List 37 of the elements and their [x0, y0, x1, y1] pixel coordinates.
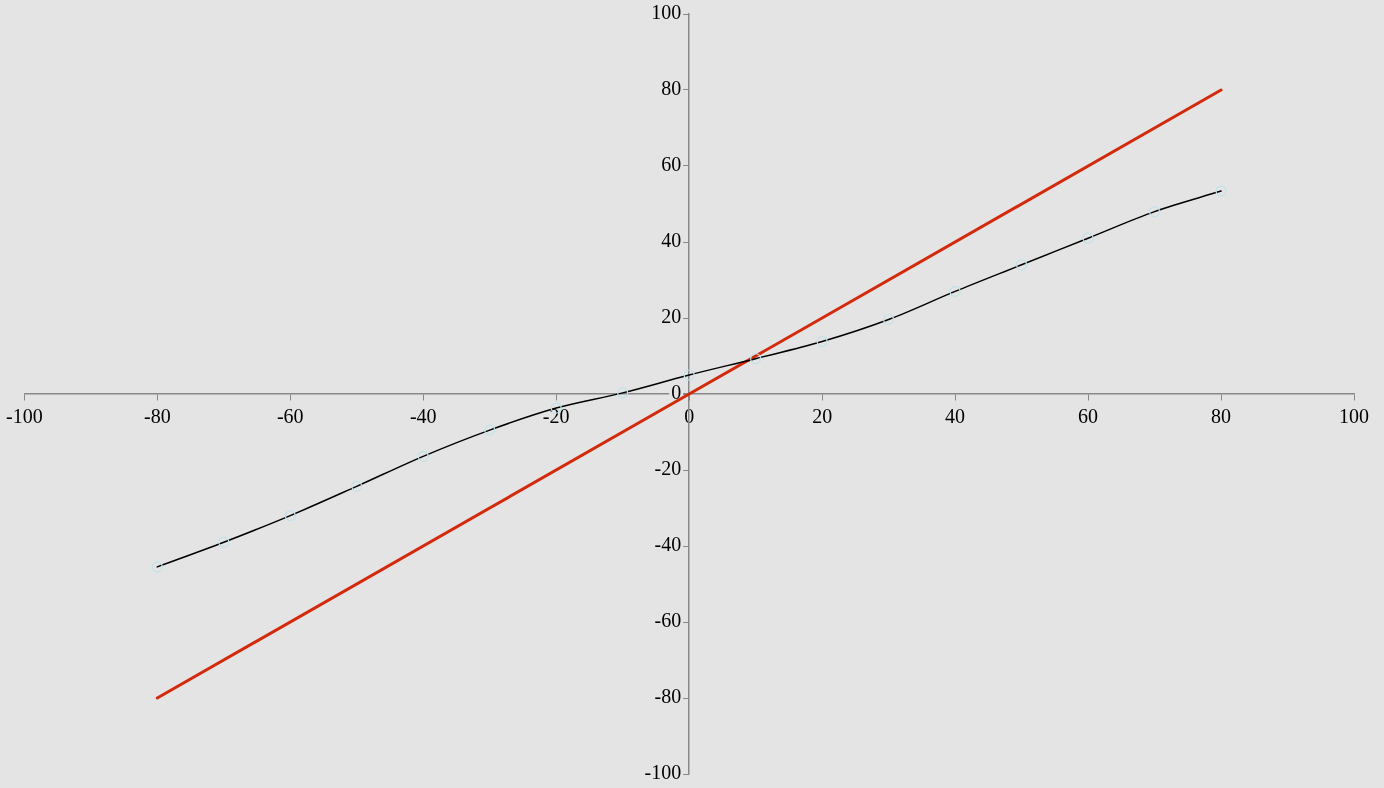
y-tick-label: 40 — [661, 229, 682, 252]
point — [683, 369, 695, 381]
x-tick-label: -80 — [143, 405, 171, 428]
y-tick-label: 80 — [661, 77, 682, 100]
y-tick-label: 20 — [661, 305, 682, 328]
y-tick-label: -20 — [654, 457, 682, 480]
x-tick-label: -60 — [276, 405, 304, 428]
x-tick-label: 20 — [812, 405, 833, 428]
y-tick-label: -40 — [654, 533, 682, 556]
point — [617, 387, 629, 399]
y-tick-label: 100 — [651, 1, 682, 24]
point — [883, 313, 895, 326]
y-tick-label: -100 — [644, 761, 682, 784]
point — [816, 335, 828, 348]
y-tick-label: 0 — [671, 381, 682, 404]
point — [417, 450, 429, 462]
point — [484, 424, 496, 436]
x-tick-label: 100 — [1339, 405, 1369, 428]
x-tick-label: 80 — [1211, 405, 1232, 428]
x-tick-label: -100 — [5, 405, 43, 428]
point — [151, 561, 163, 573]
y-tick-label: -80 — [654, 685, 682, 708]
y-tick-label: -60 — [654, 609, 682, 632]
point — [218, 536, 230, 548]
x-tick-label: 60 — [1078, 405, 1099, 428]
point — [1215, 185, 1227, 197]
y-tick-label: 60 — [661, 153, 682, 176]
x-tick-label: -40 — [409, 405, 437, 428]
point — [284, 510, 296, 522]
point — [1148, 206, 1161, 218]
point — [750, 353, 762, 365]
point — [949, 285, 961, 297]
point — [351, 480, 363, 492]
point — [1082, 232, 1094, 244]
x-tick-label: 40 — [945, 405, 966, 428]
point — [1015, 259, 1028, 271]
x-tick-label: -20 — [542, 405, 570, 428]
